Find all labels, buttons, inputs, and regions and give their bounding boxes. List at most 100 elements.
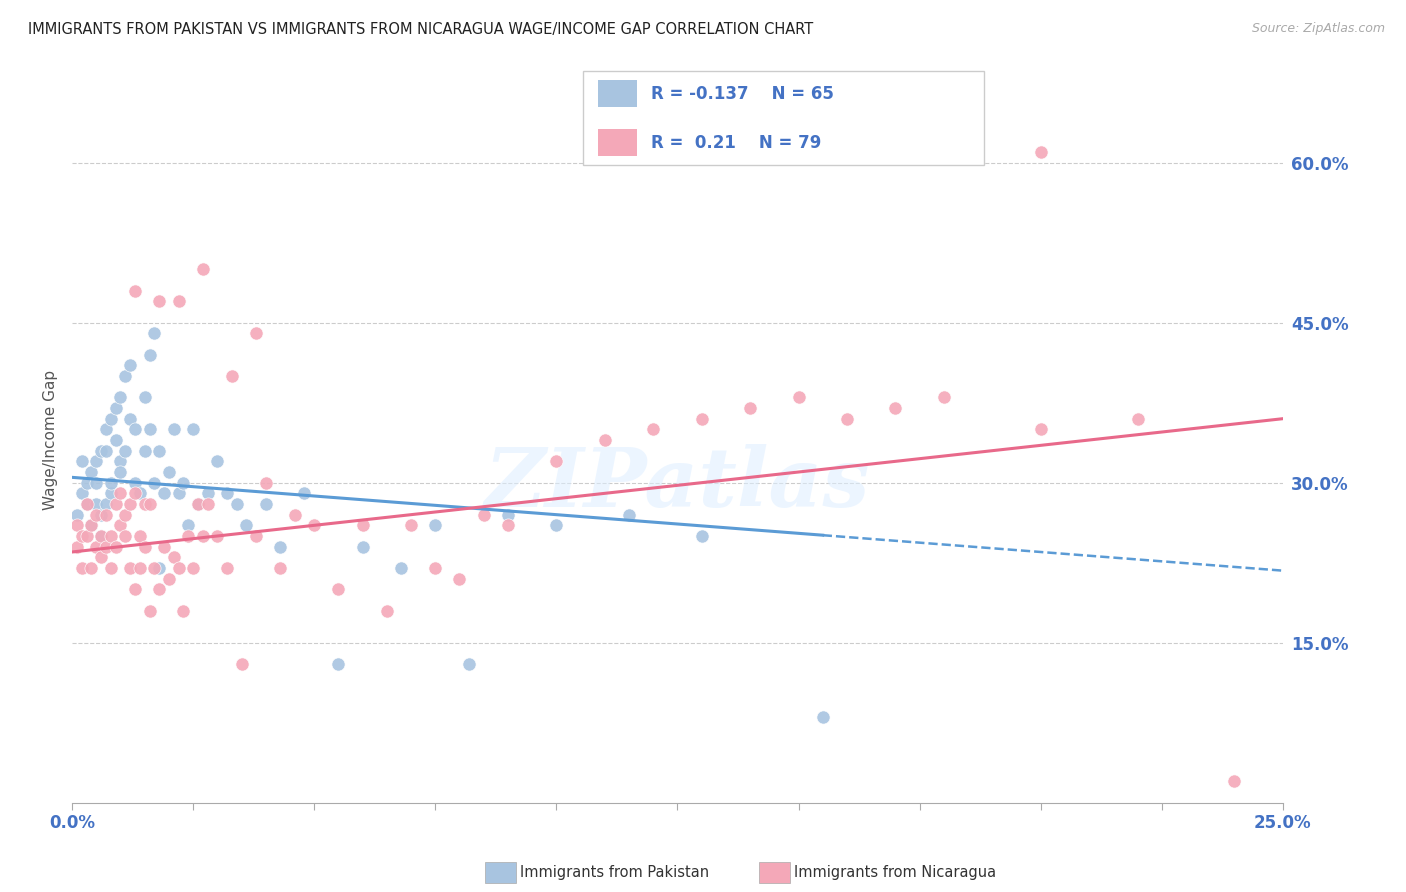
Point <box>143 475 166 490</box>
Point <box>100 561 122 575</box>
Point <box>643 422 665 436</box>
Point <box>80 518 103 533</box>
Point <box>124 284 146 298</box>
Point <box>76 529 98 543</box>
Point <box>215 561 238 575</box>
Point <box>120 561 142 575</box>
Point <box>148 443 170 458</box>
Point <box>70 454 93 468</box>
Point <box>167 561 190 575</box>
Point <box>134 540 156 554</box>
Point <box>80 518 103 533</box>
Point <box>66 508 89 522</box>
Point <box>124 582 146 597</box>
Point <box>884 401 907 415</box>
Point <box>110 486 132 500</box>
Point <box>254 475 277 490</box>
Point <box>811 710 834 724</box>
Point <box>399 518 422 533</box>
Point <box>94 540 117 554</box>
Point <box>84 540 107 554</box>
Point <box>76 475 98 490</box>
Point <box>617 508 640 522</box>
Point <box>138 497 160 511</box>
Point <box>172 604 194 618</box>
Point <box>120 359 142 373</box>
Point <box>690 529 713 543</box>
Point <box>225 497 247 511</box>
Point <box>90 550 112 565</box>
Point <box>143 326 166 341</box>
Text: R = -0.137    N = 65: R = -0.137 N = 65 <box>651 85 834 103</box>
Point <box>90 529 112 543</box>
Point <box>458 657 481 671</box>
Point <box>120 497 142 511</box>
Point <box>70 486 93 500</box>
Text: Source: ZipAtlas.com: Source: ZipAtlas.com <box>1251 22 1385 36</box>
Point <box>254 497 277 511</box>
Point <box>134 497 156 511</box>
Point <box>104 540 127 554</box>
Point <box>94 508 117 522</box>
Point <box>472 508 495 522</box>
Point <box>177 518 200 533</box>
Point <box>104 497 127 511</box>
Point <box>84 508 107 522</box>
Point <box>104 433 127 447</box>
Point <box>70 529 93 543</box>
Point <box>120 411 142 425</box>
Point <box>84 497 107 511</box>
Point <box>328 657 350 671</box>
Point <box>84 454 107 468</box>
Point <box>157 572 180 586</box>
Point <box>100 486 122 500</box>
Point <box>66 540 89 554</box>
Point <box>197 497 219 511</box>
Point <box>496 508 519 522</box>
Point <box>835 411 858 425</box>
Point <box>163 550 186 565</box>
Point <box>90 443 112 458</box>
Point <box>70 561 93 575</box>
Point <box>207 454 229 468</box>
Point <box>100 529 122 543</box>
Point <box>352 518 374 533</box>
Point <box>134 390 156 404</box>
Point <box>143 561 166 575</box>
Text: Immigrants from Nicaragua: Immigrants from Nicaragua <box>794 865 997 880</box>
Point <box>114 529 136 543</box>
Point <box>191 529 214 543</box>
Point <box>110 465 132 479</box>
Point <box>153 486 176 500</box>
Point <box>128 529 150 543</box>
Point <box>94 497 117 511</box>
Point <box>449 572 471 586</box>
Point <box>153 540 176 554</box>
Point <box>76 497 98 511</box>
Point <box>138 422 160 436</box>
Point <box>1126 411 1149 425</box>
Point <box>76 497 98 511</box>
Point <box>1029 422 1052 436</box>
Point <box>100 411 122 425</box>
Point <box>94 422 117 436</box>
Point <box>94 443 117 458</box>
Point <box>167 294 190 309</box>
Point <box>172 475 194 490</box>
Point <box>197 486 219 500</box>
Point <box>231 657 253 671</box>
Point <box>294 486 316 500</box>
Point <box>496 518 519 533</box>
Point <box>177 529 200 543</box>
Point <box>245 529 267 543</box>
Text: ZIPatlas: ZIPatlas <box>485 443 870 524</box>
Point <box>110 390 132 404</box>
Point <box>425 518 447 533</box>
Point <box>128 486 150 500</box>
Point <box>110 518 132 533</box>
Point <box>114 369 136 384</box>
Point <box>738 401 761 415</box>
Point <box>191 262 214 277</box>
Point <box>593 433 616 447</box>
Text: IMMIGRANTS FROM PAKISTAN VS IMMIGRANTS FROM NICARAGUA WAGE/INCOME GAP CORRELATIO: IMMIGRANTS FROM PAKISTAN VS IMMIGRANTS F… <box>28 22 813 37</box>
